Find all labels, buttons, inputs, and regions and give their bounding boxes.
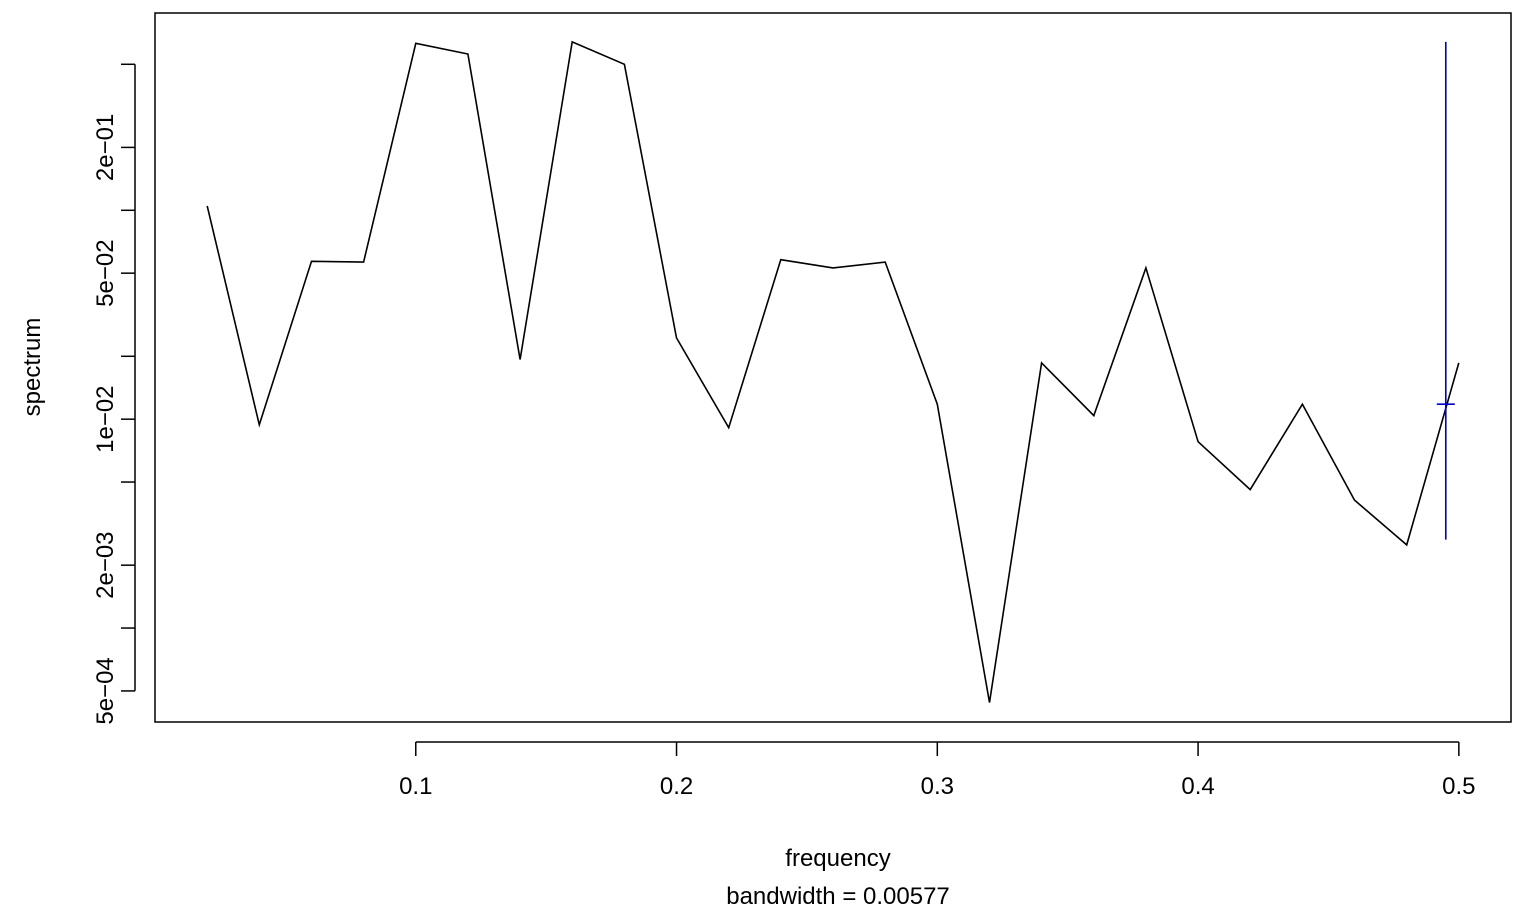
x-tick-label-0: 0.1: [399, 773, 432, 800]
y-tick-label-4: 1e−02: [92, 385, 119, 452]
plot-frame: [154, 12, 1512, 723]
x-axis-title: frequency: [785, 845, 890, 872]
x-tick-label-4: 0.5: [1442, 773, 1475, 800]
y-tick-label-6: 5e−02: [92, 239, 119, 306]
series-line-0: [206, 40, 1460, 703]
y-tick-label-2: 2e−03: [92, 531, 119, 598]
x-tick-label-1: 0.2: [660, 773, 693, 800]
x-tick-label-2: 0.3: [921, 773, 954, 800]
x-tick-label-3: 0.4: [1181, 773, 1214, 800]
x-axis-subtitle: bandwidth = 0.00577: [726, 883, 950, 910]
y-tick-label-0: 5e−04: [92, 657, 119, 724]
y-axis-title: spectrum: [19, 318, 46, 417]
plot-area: 0.1 0.2 0.3 0.4 0.5 5e−04 2e−03 1e−02 5e−02 2e−01: [92, 12, 1512, 800]
y-tick-label-8: 2e−01: [92, 114, 119, 181]
